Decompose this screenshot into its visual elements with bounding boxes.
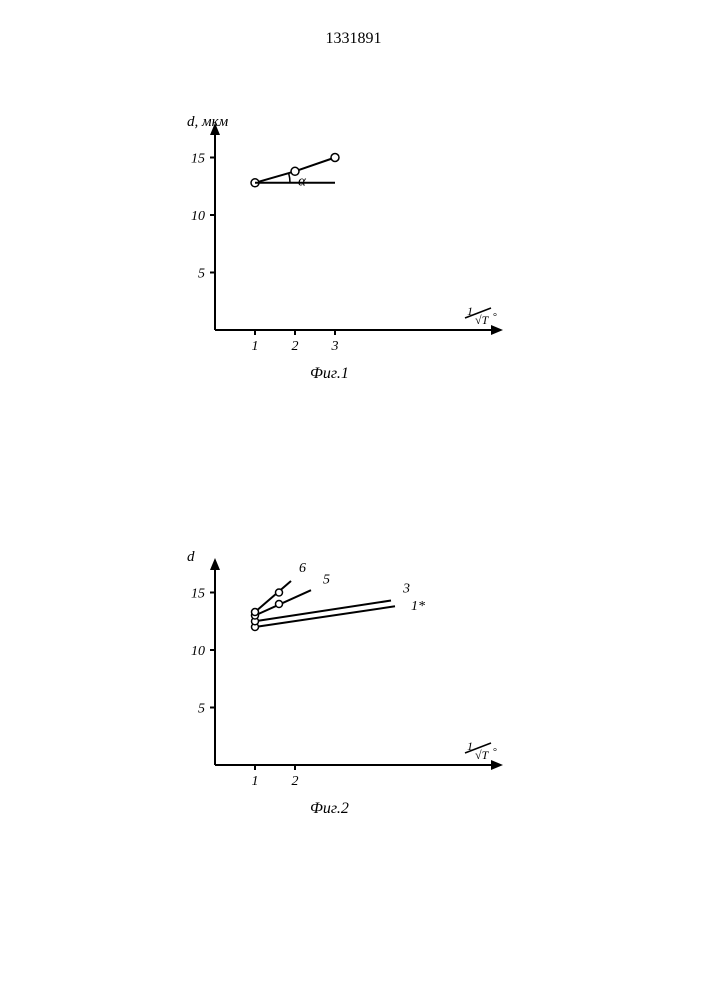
page-number: 1331891	[326, 30, 382, 48]
svg-text:6: 6	[299, 561, 306, 576]
chart2-container: 5101512d1√T°1*356Фиг.2	[170, 535, 540, 880]
chart1-svg: 51015123d, мкм1√T°αФиг.1	[170, 100, 540, 440]
svg-text:°: °	[493, 312, 497, 323]
svg-text:3: 3	[331, 339, 339, 354]
svg-text:α: α	[298, 174, 307, 190]
svg-text:1*: 1*	[411, 599, 425, 614]
svg-text:1: 1	[252, 774, 259, 789]
svg-text:Фиг.2: Фиг.2	[310, 800, 349, 817]
svg-text:15: 15	[191, 587, 205, 602]
svg-text:15: 15	[191, 152, 205, 167]
svg-text:2: 2	[292, 339, 299, 354]
svg-text:1: 1	[252, 339, 259, 354]
svg-text:√T: √T	[475, 313, 490, 327]
svg-text:3: 3	[402, 582, 410, 597]
svg-text:Фиг.1: Фиг.1	[310, 365, 349, 382]
svg-text:5: 5	[323, 572, 330, 587]
svg-text:d, мкм: d, мкм	[187, 114, 229, 130]
svg-text:2: 2	[292, 774, 299, 789]
chart2-svg: 5101512d1√T°1*356Фиг.2	[170, 535, 540, 875]
svg-text:5: 5	[198, 702, 205, 717]
chart1-container: 51015123d, мкм1√T°αФиг.1	[170, 100, 540, 445]
svg-text:5: 5	[198, 267, 205, 282]
svg-text:10: 10	[191, 209, 205, 224]
svg-text:√T: √T	[475, 748, 490, 762]
svg-text:d: d	[187, 549, 195, 565]
svg-text:°: °	[493, 747, 497, 758]
svg-text:10: 10	[191, 644, 205, 659]
